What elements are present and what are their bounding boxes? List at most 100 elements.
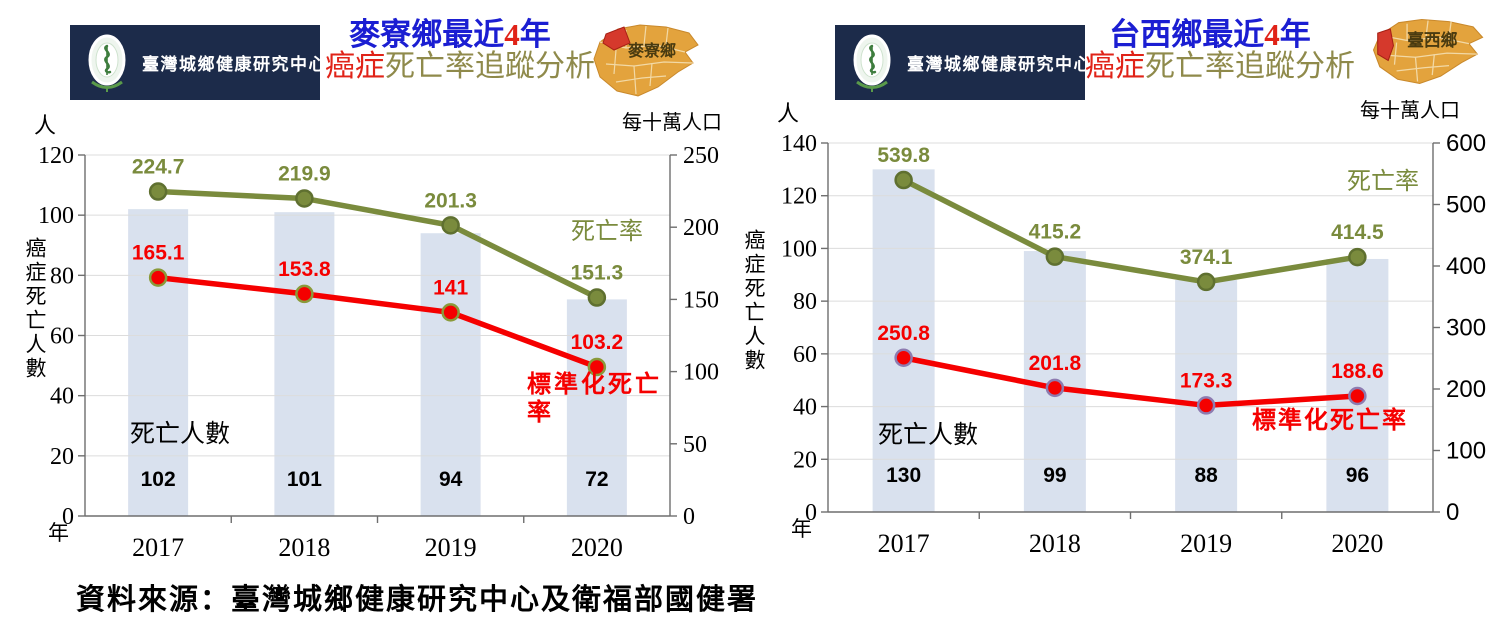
line-series-1	[155, 274, 600, 370]
line-value-label: 374.1	[1180, 246, 1233, 269]
x-category-label: 2020	[1331, 529, 1383, 558]
org-name: 臺灣城鄉健康研究中心	[907, 55, 1092, 74]
data-source-note: 資料來源：臺灣城鄉健康研究中心及衛福部國健署	[76, 584, 759, 616]
combo-chart-1: 0 20 40 60 80 100 120 140 0 100 200 300 400 500 600 201…	[745, 99, 1487, 558]
bar-2017	[128, 209, 189, 516]
right-tick-label: 200	[1446, 376, 1486, 403]
left-axis-title-char: 死	[26, 285, 47, 309]
org-name: 臺灣城鄉健康研究中心	[142, 55, 327, 74]
x-category-label: 2018	[278, 533, 330, 562]
line-value-label: 250.8	[877, 322, 930, 345]
left-axis-unit: 人	[777, 101, 799, 126]
x-category-label: 2019	[425, 533, 477, 562]
title-line-1: 台西鄉最近4年	[1109, 17, 1311, 52]
highlighted-township	[602, 26, 631, 51]
line-value-label: 201.8	[1029, 352, 1082, 375]
left-tick-label: 40	[793, 395, 817, 421]
left-axis-title-char: 症	[745, 253, 766, 277]
x-category-label: 2019	[1180, 529, 1232, 558]
left-tick-label: 40	[50, 384, 74, 410]
right-tick-label: 0	[683, 504, 695, 530]
bar-value-label: 88	[1194, 464, 1218, 487]
line-value-label: 201.3	[424, 189, 477, 212]
left-tick-label: 0	[805, 500, 817, 526]
left-tick-label: 80	[793, 289, 817, 315]
left-axis-title-char: 死	[745, 277, 766, 301]
x-axis-unit: 年	[791, 517, 812, 541]
right-axis-unit: 每十萬人口	[622, 111, 722, 134]
left-tick-label: 60	[793, 342, 817, 368]
marker-1-2020	[1348, 386, 1367, 406]
marker-1-2017	[894, 348, 913, 368]
line-value-label: 414.5	[1331, 221, 1384, 244]
marker-0-2017	[894, 170, 913, 190]
marker-1-2019	[1196, 396, 1216, 415]
line-value-label: 103.2	[571, 331, 624, 354]
right-tick-label: 300	[1446, 315, 1486, 342]
right-tick-label: 400	[1446, 253, 1486, 280]
left-axis-title-char: 人	[745, 325, 766, 349]
title-line-1: 麥寮鄉最近4年	[349, 17, 551, 52]
line-series-0	[155, 188, 600, 301]
map-township-label: 麥寮鄉	[627, 41, 676, 60]
right-tick-label: 200	[683, 215, 719, 241]
marker-0-2017	[148, 182, 168, 201]
left-axis-title-char: 數	[745, 349, 766, 373]
line-value-label: 539.8	[877, 144, 930, 167]
left-axis-unit: 人	[34, 113, 56, 138]
left-tick-label: 60	[50, 324, 74, 350]
left-axis-title-char: 人	[26, 333, 47, 357]
bar-value-label: 96	[1346, 464, 1369, 487]
right-tick-label: 250	[683, 143, 719, 169]
left-tick-label: 20	[793, 447, 817, 473]
marker-0-2018	[1045, 247, 1065, 266]
right-axis-unit: 每十萬人口	[1360, 99, 1460, 122]
org-logo: 臺灣城鄉健康研究中心	[835, 25, 1091, 100]
line-value-label: 415.2	[1029, 221, 1082, 244]
right-tick-label: 50	[683, 432, 707, 458]
bar-value-label: 99	[1043, 464, 1066, 487]
bar-value-label: 101	[287, 468, 322, 491]
map-township-label: 臺西鄉	[1407, 30, 1458, 50]
marker-1-2019	[441, 303, 460, 322]
bar-series-name: 死亡人數	[878, 421, 978, 449]
right-tick-label: 100	[683, 360, 719, 386]
left-tick-label: 120	[38, 143, 74, 169]
right-tick-label: 0	[1446, 499, 1459, 526]
bar-value-label: 102	[141, 468, 176, 491]
line-series-name: 死亡率	[1347, 168, 1419, 195]
x-category-label: 2017	[878, 529, 930, 558]
left-tick-label: 140	[781, 131, 817, 157]
bar-2019	[1175, 280, 1238, 512]
left-axis-title-char: 症	[26, 261, 47, 285]
marker-1-2020	[587, 357, 607, 377]
org-emblem-icon	[88, 34, 126, 92]
marker-1-2018	[1045, 378, 1065, 398]
bar-value-label: 130	[886, 464, 921, 487]
county-map-taixi-icon: 臺西鄉	[1372, 19, 1484, 85]
line-series-name: 死亡率	[571, 218, 643, 245]
bar-series-name: 死亡人數	[130, 420, 230, 448]
left-tick-label: 100	[38, 203, 74, 229]
line-value-label: 219.9	[278, 162, 331, 185]
marker-0-2020	[1348, 247, 1367, 267]
bar-2019	[420, 233, 481, 516]
left-tick-label: 0	[62, 504, 74, 530]
x-category-label: 2020	[571, 533, 623, 562]
marker-0-2018	[295, 189, 314, 208]
title-line-2: 癌症死亡率追蹤分析	[1085, 50, 1355, 84]
line-value-label: 165.1	[132, 242, 185, 265]
marker-1-2017	[148, 268, 168, 287]
marker-0-2020	[587, 288, 607, 307]
line-series-name: 標準化死亡率	[1252, 406, 1408, 434]
line-value-label: 151.3	[571, 262, 624, 285]
bar-2018	[274, 212, 335, 517]
right-tick-label: 500	[1446, 192, 1486, 219]
left-axis-title-char: 數	[26, 357, 47, 381]
x-category-label: 2018	[1029, 529, 1081, 558]
x-axis-unit: 年	[48, 521, 69, 545]
chart-title-taixi: 台西鄉最近4年 癌症死亡率追蹤分析	[1085, 17, 1355, 84]
org-logo: 臺灣城鄉健康研究中心	[70, 25, 326, 100]
title-line-2: 癌症死亡率追蹤分析	[325, 50, 595, 84]
